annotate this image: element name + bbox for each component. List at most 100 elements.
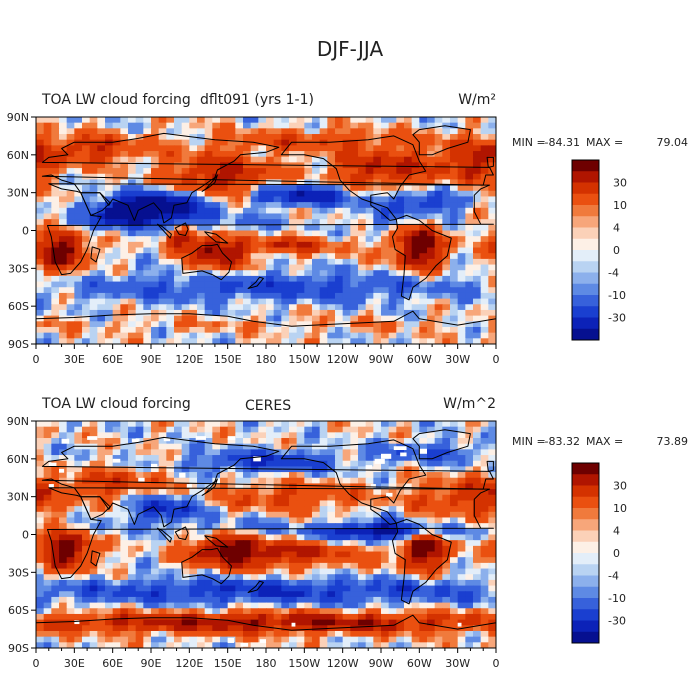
model-heat-cell xyxy=(281,156,290,163)
model-heat-cell xyxy=(312,230,321,237)
obs-heat-cell xyxy=(312,574,321,581)
model-heat-cell xyxy=(365,270,374,277)
model-heat-cell xyxy=(266,219,275,226)
obs-heat-cell xyxy=(388,506,397,513)
obs-heat-cell xyxy=(235,534,244,541)
obs-heat-cell xyxy=(480,636,489,643)
obs-heat-cell xyxy=(434,500,443,507)
obs-heat-cell xyxy=(473,500,482,507)
obs-heat-cell xyxy=(381,483,390,490)
obs-heat-cell xyxy=(174,568,183,575)
obs-heat-cell xyxy=(97,455,106,462)
model-heat-cell xyxy=(342,321,351,328)
obs-heat-cell xyxy=(480,625,489,632)
model-heat-cell xyxy=(197,196,206,203)
model-heat-cell xyxy=(143,168,152,175)
model-heat-cell xyxy=(89,213,98,220)
obs-heat-cell xyxy=(304,449,313,456)
model-heat-cell xyxy=(319,139,328,146)
obs-heat-cell xyxy=(181,489,190,496)
model-heat-cell xyxy=(373,315,382,322)
obs-heat-cell xyxy=(381,449,390,456)
model-heat-cell xyxy=(404,162,413,169)
obs-heat-cell xyxy=(204,551,213,558)
obs-heat-cell xyxy=(227,534,236,541)
obs-heat-cell xyxy=(128,574,137,581)
obs-heat-cell xyxy=(319,426,328,433)
obs-heat-cell xyxy=(427,511,436,519)
obs-heat-cell xyxy=(434,602,443,609)
obs-heat-cell xyxy=(434,636,443,643)
model-heat-cell xyxy=(281,338,290,344)
model-heat-cell xyxy=(419,287,428,294)
model-heat-cell xyxy=(296,190,305,198)
model-heat-cell xyxy=(204,332,213,339)
model-heat-cell xyxy=(442,168,451,175)
obs-heat-cell xyxy=(204,455,213,462)
model-heat-cell xyxy=(281,253,290,260)
model-heat-cell xyxy=(235,219,244,226)
model-heat-cell xyxy=(174,117,183,124)
model-heat-cell xyxy=(174,134,183,141)
model-heat-cell xyxy=(465,190,474,198)
obs-heat-cell xyxy=(419,528,428,536)
obs-heat-cell xyxy=(427,636,436,643)
model-heat-cell xyxy=(174,309,183,317)
obs-heat-cell xyxy=(250,421,259,428)
model-heat-cell xyxy=(250,236,259,243)
obs-heat-cell xyxy=(89,613,98,621)
obs-heat-cell xyxy=(281,528,290,536)
model-heat-cell xyxy=(296,156,305,163)
obs-heat-cell xyxy=(434,642,443,648)
obs-heat-cell xyxy=(105,540,114,547)
model-heat-cell xyxy=(82,185,91,192)
obs-heat-cell xyxy=(419,602,428,609)
model-heat-cell xyxy=(43,196,52,203)
model-heat-cell xyxy=(151,173,160,181)
obs-heat-cell xyxy=(250,608,259,615)
obs-heat-cell xyxy=(350,517,359,524)
model-heat-cell xyxy=(396,173,405,181)
model-heat-cell xyxy=(404,117,413,124)
obs-heat-cell xyxy=(411,517,420,524)
obs-heat-cell xyxy=(319,511,328,519)
obs-heat-cell xyxy=(450,472,459,479)
model-heat-cell xyxy=(358,281,367,288)
model-heat-cell xyxy=(197,270,206,277)
model-heat-cell xyxy=(465,298,474,305)
obs-heat-cell xyxy=(411,523,420,530)
model-heat-cell xyxy=(105,258,114,266)
obs-heat-cell xyxy=(457,506,466,513)
obs-heat-cell xyxy=(388,472,397,479)
model-heat-cell xyxy=(404,230,413,237)
obs-heat-cell xyxy=(450,517,459,524)
obs-heat-cell xyxy=(243,523,252,530)
model-heat-cell xyxy=(488,258,496,266)
obs-heat-cell xyxy=(51,443,60,450)
obs-heat-cell xyxy=(36,455,45,462)
model-heat-cell xyxy=(365,236,374,243)
model-heat-cell xyxy=(105,190,114,198)
model-heat-cell xyxy=(419,258,428,266)
obs-heat-cell xyxy=(112,591,121,598)
model-heat-cell xyxy=(135,173,144,181)
obs-heat-cell xyxy=(457,517,466,524)
model-heat-cell xyxy=(128,207,137,215)
model-heat-cell xyxy=(411,258,420,266)
obs-heat-cell xyxy=(342,460,351,467)
obs-heat-cell xyxy=(480,432,489,439)
obs-heat-cell xyxy=(36,421,45,428)
obs-heat-cell xyxy=(350,562,359,570)
obs-heat-cell xyxy=(120,562,129,570)
model-heat-cell xyxy=(105,117,114,124)
obs-heat-cell xyxy=(258,551,267,558)
obs-heat-cell xyxy=(465,591,474,598)
model-heat-cell xyxy=(289,344,297,350)
model-heat-cell xyxy=(166,162,175,169)
obs-heat-cell xyxy=(128,540,137,547)
obs-heat-cell xyxy=(480,426,489,433)
model-heat-cell xyxy=(43,326,52,334)
obs-heat-cell xyxy=(373,613,382,621)
obs-heat-cell xyxy=(335,613,344,621)
obs-heat-cell xyxy=(51,528,60,536)
